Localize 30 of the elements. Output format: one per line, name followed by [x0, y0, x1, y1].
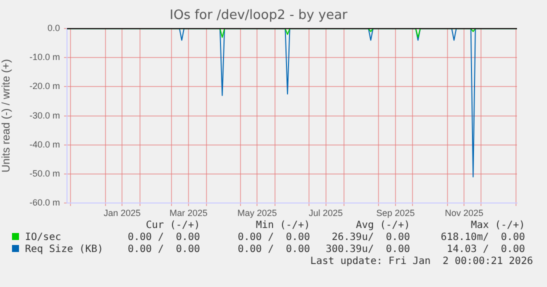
y-tick-label: -10.0 m	[29, 52, 60, 62]
x-tick-label: Nov 2025	[444, 208, 484, 218]
text: Avg (-/+)	[356, 220, 410, 231]
text: Min (-/+)	[256, 220, 310, 231]
text: 0.00 / 0.00	[128, 244, 200, 255]
text: Max (-/+)	[470, 220, 525, 231]
x-tick-label: Sep 2025	[376, 208, 415, 218]
y-axis-title: Units read (-) / write (+)	[0, 59, 13, 172]
text: 0.00 / 0.00	[128, 232, 200, 243]
text: 300.39u/ 0.00	[326, 244, 410, 255]
text: 0.00 / 0.00	[238, 232, 310, 243]
text: Last update: Fri Jan 2 00:00:21 2026	[310, 256, 533, 267]
legend-label: IO/sec	[24, 232, 62, 243]
text: 618.10m/ 0.00	[440, 232, 525, 243]
text: Cur (-/+)	[146, 220, 200, 231]
text: 14.03 / 0.00	[446, 244, 525, 255]
y-tick-label: -40.0 m	[29, 139, 60, 150]
x-tick-label: Jul 2025	[308, 208, 343, 218]
text: 26.39u/ 0.00	[332, 232, 410, 243]
text: 0.00 / 0.00	[238, 244, 310, 255]
chart-title: IOs for /dev/loop2 - by year	[170, 8, 348, 24]
y-tick-label: -60.0 m	[29, 197, 60, 208]
y-tick-label: 0.0	[47, 23, 60, 34]
y-tick-label: -30.0 m	[29, 110, 60, 120]
x-tick-label: Mar 2025	[169, 208, 208, 218]
x-tick-label: Jan 2025	[104, 208, 141, 218]
y-tick-label: -50.0 m	[29, 168, 60, 178]
x-tick-label: May 2025	[237, 208, 277, 218]
y-tick-label: -20.0 m	[29, 81, 60, 92]
legend-label: Req Size (KB)	[24, 244, 104, 255]
